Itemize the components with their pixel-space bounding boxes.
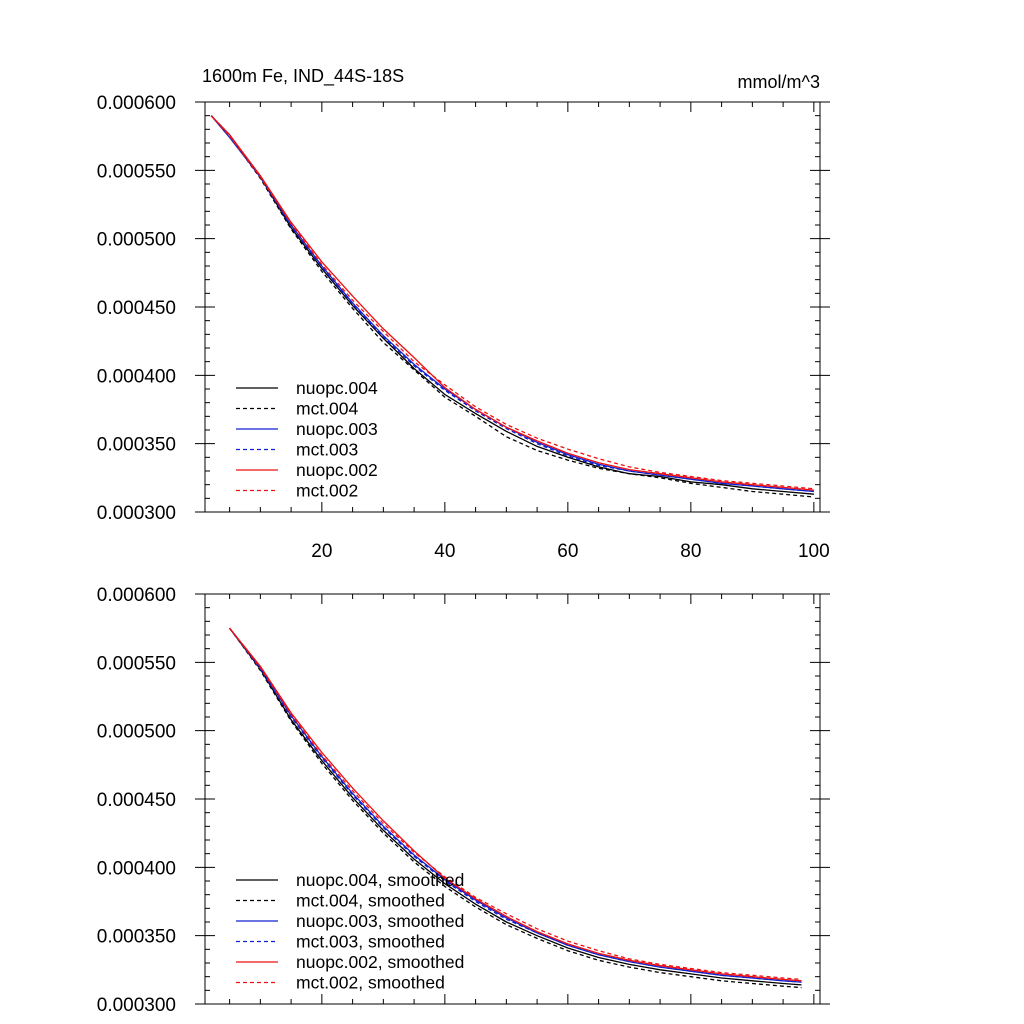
- y-tick-label: 0.000600: [97, 585, 176, 606]
- legend-label: mct.002, smoothed: [296, 973, 445, 993]
- series-line: [210, 115, 814, 495]
- legend-label: nuopc.004: [296, 378, 378, 398]
- legend-label: mct.002: [296, 481, 358, 501]
- legend-label: nuopc.003: [296, 419, 378, 439]
- x-tick-label: 40: [434, 541, 455, 562]
- y-tick-label: 0.000500: [97, 230, 176, 251]
- x-tick-label: 100: [798, 541, 830, 562]
- series-line: [210, 115, 814, 493]
- y-tick-label: 0.000300: [97, 995, 176, 1016]
- y-tick-label: 0.000400: [97, 366, 176, 387]
- series-line: [210, 115, 814, 490]
- legend-label: mct.004: [296, 399, 359, 419]
- legend-label: nuopc.003, smoothed: [296, 911, 464, 931]
- y-tick-label: 0.000350: [97, 927, 176, 948]
- y-tick-label: 0.000450: [97, 298, 176, 319]
- series-line: [229, 627, 802, 983]
- legend-label: nuopc.004, smoothed: [296, 870, 464, 890]
- legend-label: mct.003, smoothed: [296, 932, 445, 952]
- y-tick-label: 0.000550: [97, 161, 176, 182]
- y-tick-label: 0.000300: [97, 503, 176, 524]
- legend: nuopc.004mct.004nuopc.003mct.003nuopc.00…: [236, 378, 378, 501]
- x-tick-label: 80: [680, 541, 701, 562]
- y-tick-label: 0.000600: [97, 93, 176, 114]
- series-line: [229, 627, 802, 989]
- y-tick-label: 0.000500: [97, 722, 176, 743]
- series-line: [229, 627, 802, 986]
- series-line: [210, 115, 814, 498]
- legend-label: mct.003: [296, 440, 358, 460]
- chart-units: mmol/m^3: [738, 72, 820, 92]
- y-tick-label: 0.000450: [97, 790, 176, 811]
- top-panel: 20 40 60 80 100 0.000300 0.000350 0.000400 0.000…: [97, 66, 830, 562]
- chart-title: 1600m Fe, IND_44S-18S: [202, 66, 404, 87]
- series-line: [229, 627, 802, 981]
- series-line: [210, 115, 814, 491]
- x-tick-label: 20: [311, 541, 332, 562]
- legend-label: nuopc.002: [296, 460, 378, 480]
- legend-label: mct.004, smoothed: [296, 891, 445, 911]
- y-tick-label: 0.000400: [97, 858, 176, 879]
- y-tick-label: 0.000550: [97, 653, 176, 674]
- legend-label: nuopc.002, smoothed: [296, 952, 464, 972]
- x-tick-label: 60: [557, 541, 578, 562]
- y-tick-label: 0.000350: [97, 435, 176, 456]
- bottom-panel: 0.000300 0.000350 0.000400 0.000450 0.000500…: [97, 585, 830, 1016]
- series-line: [229, 627, 802, 982]
